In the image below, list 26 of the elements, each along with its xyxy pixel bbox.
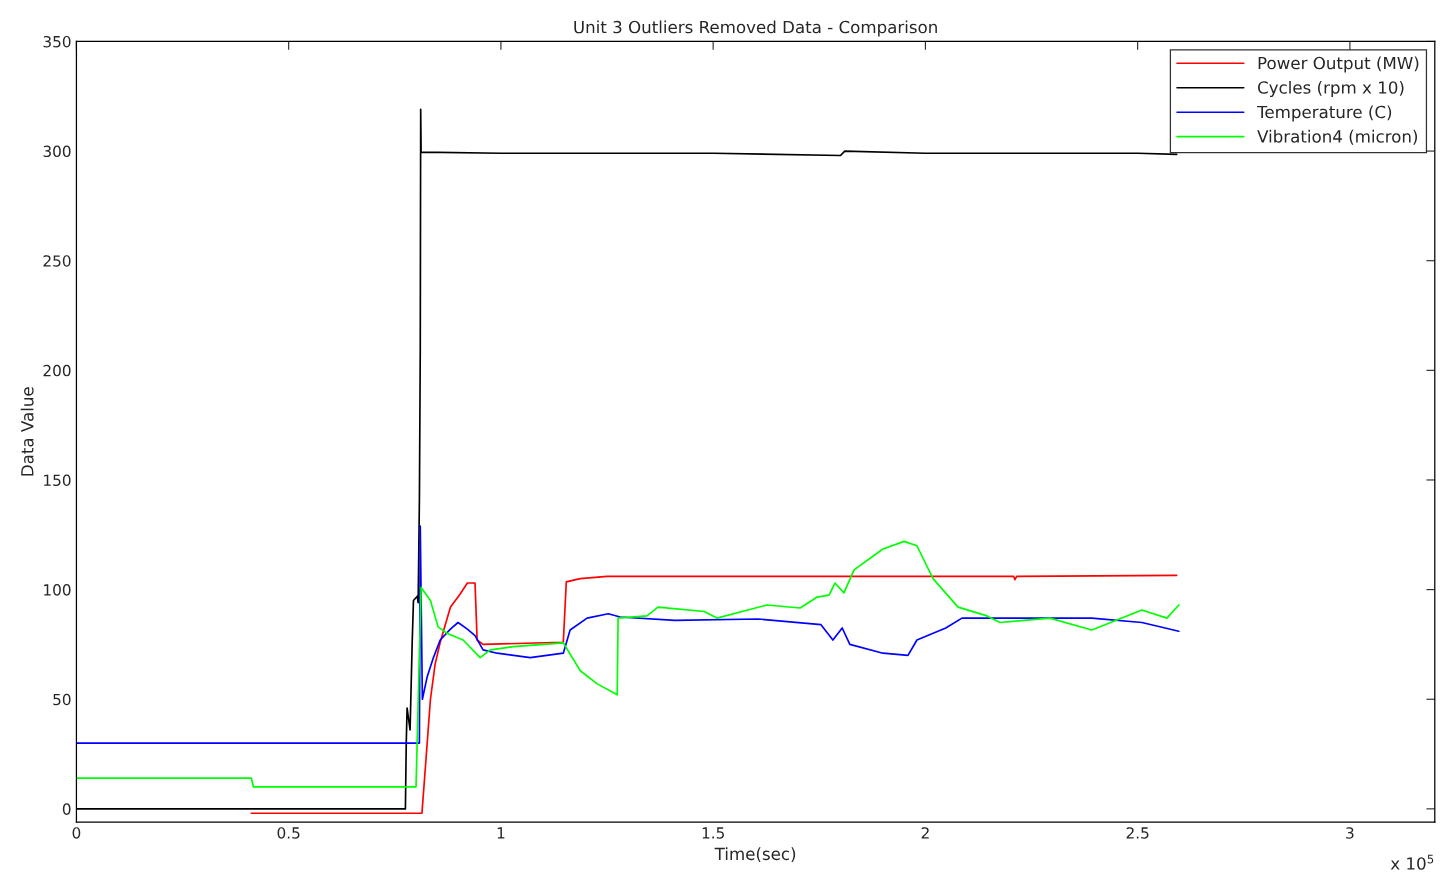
x-tick-label: 1	[497, 827, 505, 839]
y-tick-label: 150	[44, 474, 71, 486]
y-tick-label: 0	[62, 803, 71, 815]
x-tick-label: 0	[72, 827, 81, 839]
line-series	[250, 574, 1178, 815]
legend-label: Temperature (C)	[1257, 105, 1392, 122]
y-tick-label: 50	[53, 693, 71, 706]
x-tick-label: 2.5	[1126, 827, 1149, 839]
x-axis-title: Time(sec)	[714, 847, 796, 863]
y-axis-title: Data Value	[20, 387, 34, 476]
legend-label: Power Output (MW)	[1258, 56, 1419, 73]
line-series	[76, 525, 1180, 744]
x-tick-label: 0.5	[277, 827, 300, 839]
legend-label: Cycles (rpm x 10)	[1257, 80, 1404, 98]
legend-label: Vibration4 (micron)	[1257, 129, 1418, 145]
text: x 10$^{5}$	[1390, 854, 1434, 870]
y-tick-label: 300	[43, 145, 71, 158]
x-tick-label: 1.5	[702, 827, 724, 839]
y-tick-label: 100	[44, 584, 71, 596]
y-tick-label: 200	[43, 364, 71, 377]
x-tick-label: 3	[1346, 827, 1354, 839]
y-tick-label: 350	[43, 35, 71, 48]
x-tick-label: 2	[921, 827, 929, 839]
line-series	[76, 540, 1180, 788]
chart-title: Unit 3 Outliers Removed Data - Comparison	[574, 20, 937, 37]
y-tick-label: 250	[43, 255, 71, 267]
